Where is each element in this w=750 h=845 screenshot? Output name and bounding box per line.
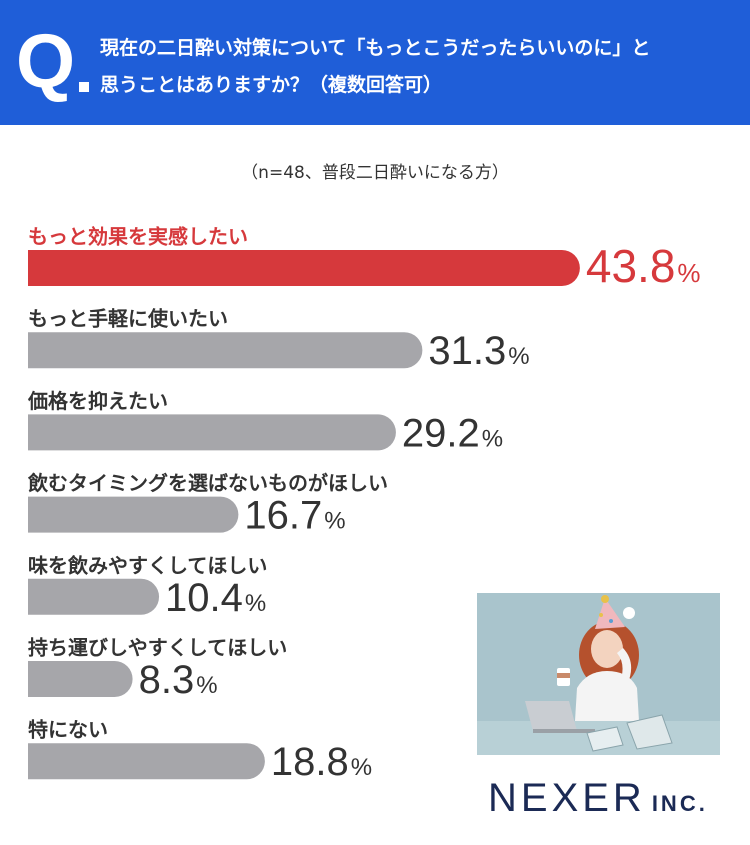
value-label: 10.4% [165,576,266,620]
value-label: 16.7% [244,494,345,538]
bar [28,743,265,780]
logo-inc: INC. [651,791,708,816]
illustration-hungover-woman [477,593,720,755]
bar [28,661,133,697]
hungover-woman-icon [477,593,720,755]
bar [28,578,160,615]
value-label: 43.8% [586,240,701,292]
q-mark: Q [16,19,76,104]
sample-note: （n=48、普段二日酔いになる方） [241,163,509,183]
bar [28,414,396,451]
category-label: 味を飲みやすくしてほしい [28,553,267,577]
bar [28,496,239,533]
value-label: 18.8% [271,740,372,784]
category-label: 飲むタイミングを選ばないものがほしい [27,471,388,495]
question-line-2: 思うことはありますか？（複数回答可） [100,74,443,96]
category-label: 価格を抑えたい [27,389,168,413]
category-label: 持ち運びしやすくしてほしい [28,636,287,660]
bar [28,332,423,369]
question-text: 現在の二日酔い対策について「もっとこうだったらいいのに」と 思うことはありますか… [100,30,740,104]
question-header: Q 現在の二日酔い対策について「もっとこうだったらいいのに」と 思うことはありま… [0,0,750,125]
category-label: 特にない [28,718,108,742]
q-dot [79,82,89,92]
value-label: 31.3% [428,329,529,373]
category-label: もっと効果を実感したい [28,225,248,249]
question-line-1: 現在の二日酔い対策について「もっとこうだったらいいのに」と [100,37,651,59]
logo-main: NEXER [488,776,646,820]
nexer-logo: NEXER INC. [488,776,708,821]
value-label: 29.2% [402,411,503,455]
bar [28,250,580,286]
category-label: もっと手軽に使いたい [28,307,228,331]
value-label: 8.3% [139,658,218,702]
